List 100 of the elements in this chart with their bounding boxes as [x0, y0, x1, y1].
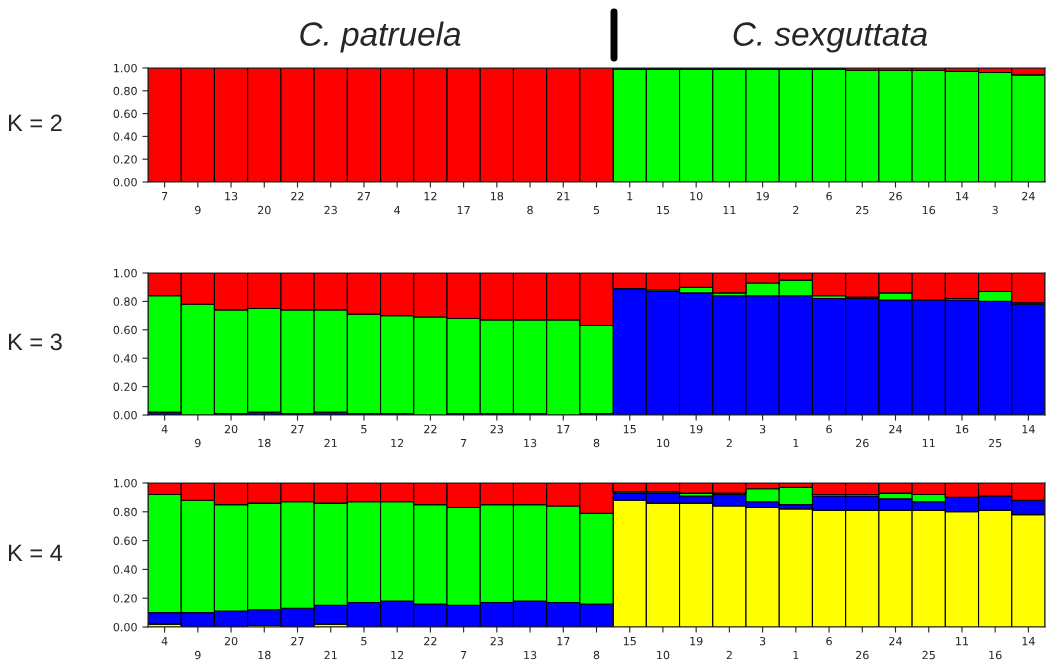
x-tick-label: 27 [291, 424, 304, 434]
x-tick-label: 18 [490, 191, 504, 201]
x-tick-label: 17 [557, 637, 570, 646]
x-tick-label: 22 [291, 191, 304, 201]
x-tick-label: 27 [291, 636, 304, 646]
x-tick-label: 23 [490, 424, 504, 434]
y-axis-title: K = 3 [8, 333, 62, 351]
x-tick-label: 25 [856, 205, 869, 215]
x-tick-label: 9 [195, 650, 201, 660]
y-axis-title: K = 2 [8, 114, 62, 132]
x-tick-label: 8 [593, 438, 600, 448]
x-tick-label: 21 [324, 438, 337, 448]
x-tick-label: 22 [424, 424, 437, 434]
x-tick-label: 16 [956, 424, 969, 434]
x-tick-label: 10 [690, 191, 703, 201]
y-tick-label: 0.40 [113, 565, 137, 574]
y-tick-label: 0.20 [113, 594, 137, 603]
x-tick-label: 23 [490, 636, 504, 646]
x-tick-label: 27 [357, 191, 371, 201]
x-tick-label: 2 [793, 205, 799, 215]
x-tick-label: 7 [161, 192, 168, 201]
x-tick-label: 26 [856, 650, 869, 660]
x-tick-label: 13 [524, 650, 537, 660]
x-tick-label: 17 [457, 205, 470, 215]
x-tick-label: 12 [391, 438, 404, 448]
y-tick-label: 1.00 [114, 478, 137, 488]
y-tick-label: 0.40 [113, 354, 137, 363]
x-tick-label: 24 [889, 424, 902, 434]
x-tick-label: 5 [361, 637, 367, 646]
x-tick-label: 4 [394, 205, 401, 215]
x-tick-label: 22 [424, 636, 437, 646]
x-tick-label: 4 [161, 637, 168, 646]
x-tick-label: 21 [557, 191, 570, 201]
x-tick-label: 12 [391, 650, 404, 660]
y-tick-label: 0.20 [113, 155, 137, 164]
x-tick-label: 14 [956, 192, 969, 201]
x-tick-label: 14 [1022, 425, 1035, 434]
x-tick-label: 6 [826, 636, 832, 646]
y-tick-label: 0.80 [113, 297, 137, 306]
x-tick-label: 5 [361, 425, 367, 434]
text: C. sexguttata [733, 22, 928, 53]
x-tick-label: 25 [988, 438, 1002, 448]
x-tick-label: 2 [726, 650, 732, 660]
x-tick-label: 8 [593, 650, 600, 660]
y-tick-label: 0.00 [113, 410, 137, 420]
x-tick-label: 9 [195, 205, 201, 215]
x-tick-label: 15 [623, 637, 636, 646]
x-tick-label: 16 [922, 205, 936, 215]
x-tick-label: 13 [225, 191, 238, 201]
x-tick-label: 12 [424, 191, 437, 201]
x-tick-label: 6 [826, 191, 832, 201]
x-tick-label: 21 [324, 650, 337, 660]
y-axis-title: K = 4 [8, 544, 63, 562]
y-tick-label: 0.00 [113, 177, 137, 187]
x-tick-label: 9 [195, 438, 201, 448]
x-tick-label: 15 [623, 425, 636, 434]
y-tick-label: 0.60 [113, 325, 137, 335]
x-tick-label: 15 [657, 205, 670, 215]
x-tick-label: 3 [759, 424, 766, 434]
x-tick-label: 1 [627, 192, 633, 201]
x-tick-label: 10 [657, 438, 670, 448]
x-tick-label: 18 [258, 438, 271, 448]
x-tick-label: 25 [922, 650, 935, 660]
x-tick-label: 11 [956, 637, 968, 646]
y-tick-label: 0.20 [113, 382, 137, 391]
x-tick-label: 26 [889, 191, 902, 201]
text: C. patruela [300, 21, 461, 53]
x-tick-label: 24 [889, 636, 902, 646]
y-tick-label: 0.60 [113, 536, 137, 545]
x-tick-label: 1 [793, 438, 799, 448]
x-tick-label: 5 [593, 205, 600, 215]
x-tick-label: 26 [856, 438, 869, 448]
x-tick-label: 18 [258, 650, 271, 660]
x-tick-label: 17 [557, 425, 570, 434]
y-tick-label: 1.00 [114, 268, 137, 278]
x-tick-label: 20 [224, 424, 238, 434]
x-tick-label: 11 [723, 205, 736, 215]
x-tick-label: 16 [989, 650, 1002, 660]
y-tick-label: 1.00 [114, 63, 137, 73]
x-tick-label: 24 [1022, 191, 1035, 201]
y-tick-label: 0.40 [113, 132, 137, 141]
x-tick-label: 2 [726, 438, 732, 448]
x-tick-label: 7 [460, 438, 467, 448]
x-tick-label: 3 [992, 205, 998, 215]
y-tick-label: 0.00 [113, 622, 137, 632]
x-tick-label: 11 [922, 438, 935, 448]
x-tick-label: 14 [1022, 637, 1035, 646]
x-tick-label: 10 [657, 650, 670, 660]
x-tick-label: 13 [524, 438, 537, 448]
x-tick-label: 8 [527, 205, 533, 215]
x-tick-label: 19 [756, 191, 769, 201]
x-tick-label: 7 [460, 650, 467, 660]
x-tick-label: 19 [690, 636, 703, 646]
y-tick-label: 0.60 [113, 109, 137, 118]
x-tick-label: 3 [759, 636, 766, 646]
y-tick-label: 0.80 [113, 86, 137, 96]
x-tick-label: 4 [161, 425, 168, 434]
x-tick-label: 20 [224, 636, 238, 646]
x-tick-label: 23 [324, 205, 337, 215]
x-tick-label: 6 [826, 424, 832, 434]
